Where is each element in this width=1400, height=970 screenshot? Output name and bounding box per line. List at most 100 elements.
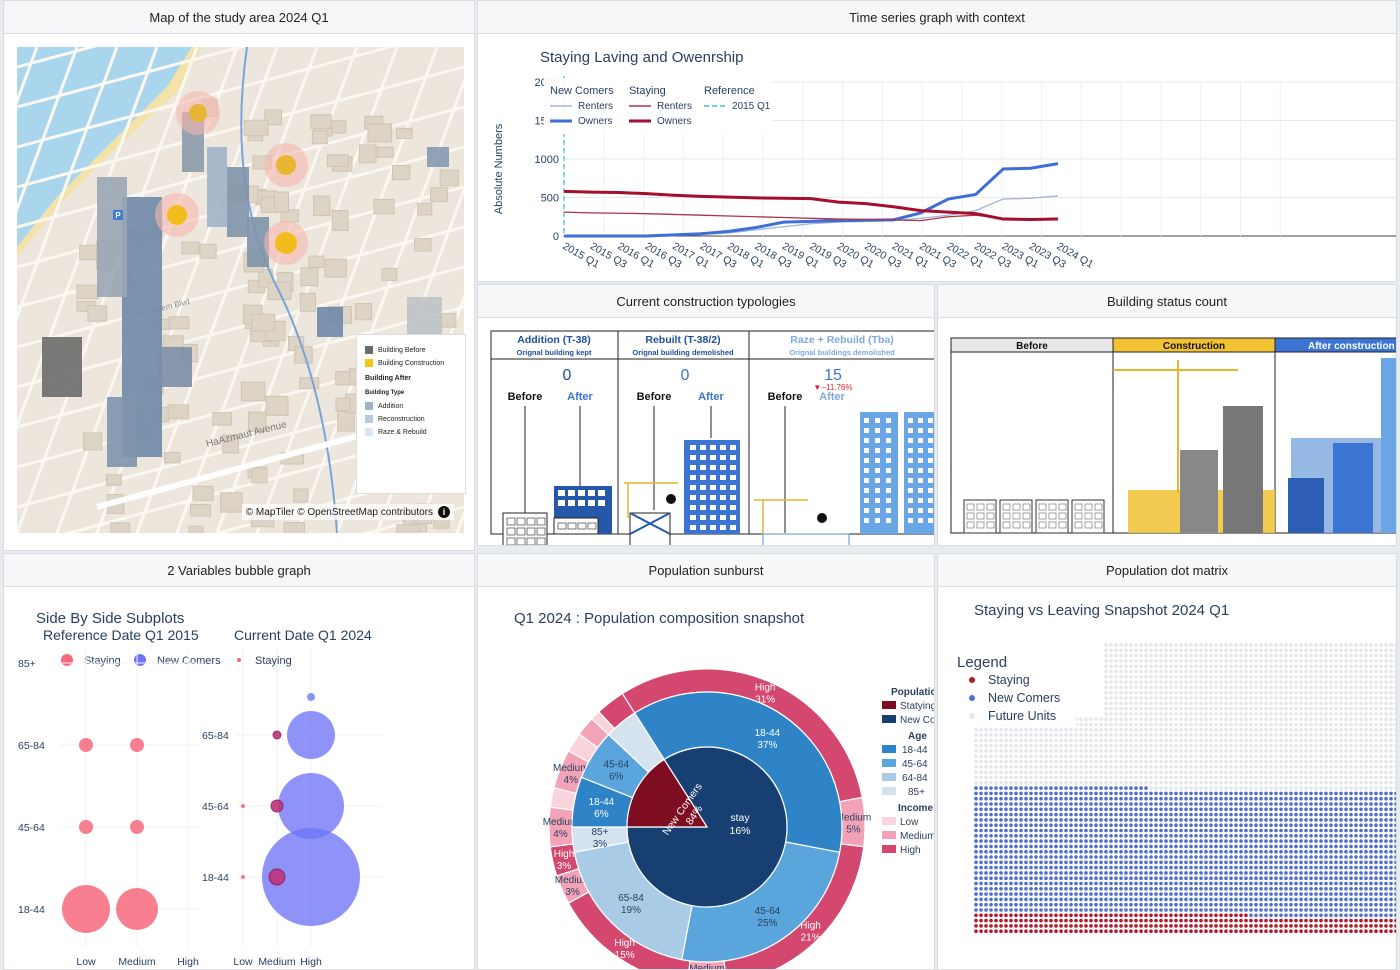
dot bbox=[1334, 733, 1338, 737]
dot bbox=[1124, 728, 1128, 732]
dot bbox=[1299, 844, 1303, 849]
dot bbox=[1214, 743, 1218, 748]
legend-swatch bbox=[365, 402, 373, 410]
dot bbox=[1344, 892, 1348, 896]
dot bbox=[1234, 855, 1238, 859]
dot bbox=[1144, 743, 1148, 748]
dot bbox=[1134, 796, 1138, 801]
typologies-graphic[interactable]: Addition (T-38) Orignal building kept 0 … bbox=[478, 318, 935, 546]
window bbox=[908, 458, 913, 463]
series-lines bbox=[563, 162, 1059, 238]
dot bbox=[1139, 887, 1143, 891]
dot bbox=[1034, 743, 1038, 748]
dot bbox=[1149, 802, 1153, 806]
dot bbox=[1134, 659, 1138, 663]
dot bbox=[1074, 796, 1078, 801]
dot bbox=[1059, 823, 1063, 827]
dot bbox=[1164, 828, 1168, 833]
dot bbox=[1354, 834, 1358, 838]
dot bbox=[1124, 865, 1128, 870]
dot bbox=[1019, 887, 1023, 891]
dot bbox=[1299, 860, 1303, 865]
crane-shape bbox=[1113, 360, 1238, 493]
dot bbox=[1124, 881, 1128, 886]
dot bbox=[1279, 908, 1283, 912]
dot bbox=[1254, 701, 1258, 706]
dot bbox=[1159, 902, 1163, 907]
dot bbox=[1114, 685, 1118, 690]
dot bbox=[1134, 860, 1138, 865]
dot bbox=[1269, 643, 1273, 647]
dot bbox=[1254, 823, 1258, 827]
dot bbox=[1149, 839, 1153, 843]
series-line bbox=[564, 162, 1059, 238]
map-attribution[interactable]: © MapTiler © OpenStreetMap contributors … bbox=[241, 504, 454, 520]
legend-item: Owners bbox=[578, 116, 612, 127]
dot bbox=[1094, 818, 1098, 822]
dot bbox=[1384, 653, 1388, 658]
dot bbox=[1044, 738, 1048, 743]
dot bbox=[1229, 643, 1233, 647]
dot bbox=[1194, 834, 1198, 838]
window bbox=[730, 475, 736, 480]
dot bbox=[1244, 929, 1248, 933]
dot bbox=[1129, 669, 1133, 674]
dot bbox=[1119, 781, 1123, 785]
dot bbox=[1074, 908, 1078, 912]
info-icon[interactable]: i bbox=[438, 506, 450, 518]
dot bbox=[1104, 876, 1108, 880]
dot bbox=[1244, 680, 1248, 684]
dot bbox=[1259, 775, 1263, 780]
dot bbox=[1044, 770, 1048, 774]
window bbox=[886, 518, 891, 523]
dot bbox=[1239, 860, 1243, 865]
dot bbox=[1109, 908, 1113, 912]
dot bbox=[1274, 902, 1278, 907]
dot bbox=[1274, 759, 1278, 764]
dot bbox=[979, 749, 983, 753]
dot bbox=[1354, 664, 1358, 668]
city-block bbox=[264, 109, 283, 126]
dot bbox=[1064, 781, 1068, 785]
dot bbox=[1379, 648, 1383, 653]
building-demolished bbox=[629, 512, 671, 545]
dot bbox=[1109, 918, 1113, 923]
dot bbox=[1254, 913, 1258, 918]
dot bbox=[1164, 924, 1168, 928]
dot bbox=[1319, 913, 1323, 918]
dot bbox=[1079, 749, 1083, 753]
timeseries-chart[interactable]: Staying Laving and Owenrship Absolute Nu… bbox=[478, 34, 1397, 282]
status-graphic[interactable]: Before Construction After construction bbox=[938, 318, 1397, 546]
dot bbox=[1139, 865, 1143, 870]
legend-heading: Building Type bbox=[365, 390, 405, 396]
dot bbox=[1084, 775, 1088, 780]
dot bbox=[1334, 924, 1338, 928]
dot bbox=[1209, 897, 1213, 902]
dot bbox=[1334, 685, 1338, 690]
dot bbox=[1309, 791, 1313, 796]
typology-name: Rebuilt (T-38/2) bbox=[645, 334, 720, 346]
dot bbox=[1059, 902, 1063, 907]
dot bbox=[984, 908, 988, 912]
dot bbox=[1339, 653, 1343, 658]
dot bbox=[1119, 648, 1123, 653]
bubble bbox=[79, 738, 93, 752]
dot-matrix-chart[interactable]: Staying vs Leaving Snapshot 2024 Q1 Lege… bbox=[938, 587, 1397, 970]
dot bbox=[1289, 775, 1293, 780]
dot bbox=[1374, 929, 1378, 933]
window bbox=[730, 525, 736, 530]
bubble-chart[interactable]: Side By Side Subplots Reference Date Q1 … bbox=[4, 587, 475, 970]
dot bbox=[1199, 680, 1203, 684]
dot bbox=[1069, 791, 1073, 796]
dot bbox=[1124, 913, 1128, 918]
dot bbox=[1284, 754, 1288, 759]
dot bbox=[1234, 648, 1238, 653]
dot bbox=[1259, 802, 1263, 806]
dot bbox=[1044, 728, 1048, 732]
sunburst-chart[interactable]: Q1 2024 : Population composition snapsho… bbox=[478, 587, 935, 970]
chart-title: Q1 2024 : Population composition snapsho… bbox=[514, 610, 805, 627]
dot bbox=[974, 791, 978, 796]
tower-building bbox=[317, 307, 343, 337]
dot bbox=[1369, 791, 1373, 796]
dot bbox=[1334, 781, 1338, 785]
